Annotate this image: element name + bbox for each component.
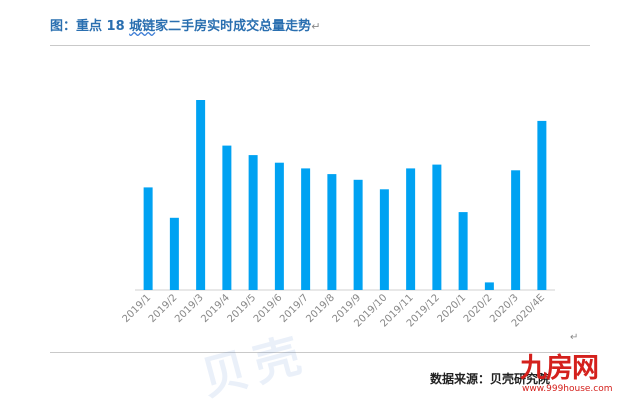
chart-title: 图：重点 18 城链家二手房实时成交总量走势↵ (50, 15, 320, 34)
bar-2020-2 (484, 282, 494, 290)
bar-2019-3 (196, 100, 206, 290)
title-rest: 家二手房实时成交总量走势 (155, 19, 312, 34)
bar-2020-4E (537, 120, 547, 291)
bar-2019-12 (432, 164, 442, 290)
site-logo[interactable]: 九房网 www.999house.com (520, 355, 620, 400)
bar-chart: 2019/12019/22019/32019/42019/52019/62019… (121, 100, 555, 329)
bar-2019-1 (143, 187, 153, 290)
logo-url: www.999house.com (522, 384, 613, 394)
bar-2019-2 (169, 217, 179, 290)
title-squiggle-text: 城链 (129, 19, 156, 34)
data-source-label: 数据来源：贝壳研究院 (430, 372, 551, 386)
bar-2020-1 (458, 212, 468, 290)
bar-2019-4 (222, 145, 232, 290)
bar-2019-10 (379, 189, 389, 290)
top-divider (50, 45, 590, 46)
bar-2019-6 (274, 162, 284, 290)
paragraph-mark-chart: ↵ (570, 332, 579, 343)
paragraph-mark: ↵ (311, 20, 321, 33)
bar-2020-3 (511, 170, 521, 290)
bar-2019-11 (406, 168, 416, 290)
bottom-divider (50, 352, 590, 353)
bar-2019-5 (248, 155, 258, 290)
logo-text: 九房网 (520, 353, 599, 384)
title-prefix: 图：重点 18 (50, 19, 130, 34)
bar-2019-7 (301, 168, 311, 290)
bar-2019-9 (353, 179, 363, 290)
bar-2019-8 (327, 174, 337, 290)
